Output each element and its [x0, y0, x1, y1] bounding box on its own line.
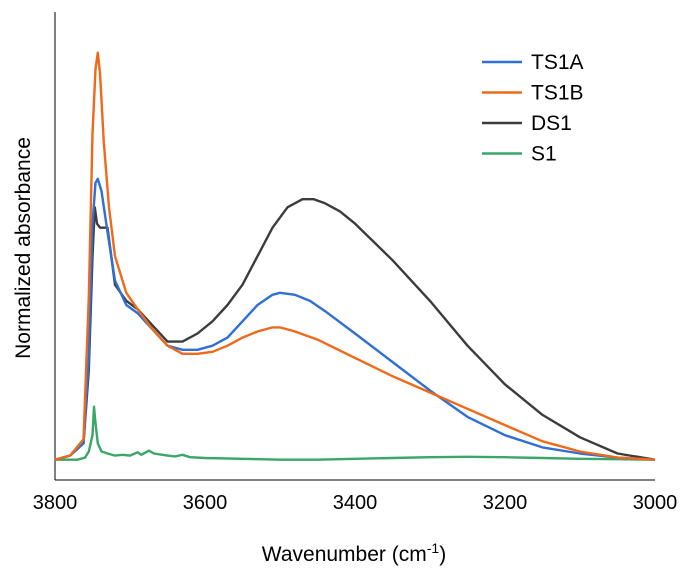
x-axis-title-main: Wavenumber (cm	[262, 543, 427, 566]
x-axis-title: Wavenumber (cm-1)	[262, 540, 446, 566]
y-axis-title: Normalized absorbance	[12, 137, 35, 359]
legend-label-s1: S1	[531, 143, 557, 166]
x-axis-title-suffix: )	[439, 543, 446, 566]
legend-label-ts1b: TS1B	[531, 82, 584, 105]
legend-label-ds1: DS1	[531, 112, 572, 135]
x-tick-labels: 3800 3600 3400 3200 3000	[33, 492, 678, 514]
series-line-ts1b	[54, 51, 656, 461]
series-line-s1	[55, 405, 656, 461]
x-tick-label: 3800	[33, 492, 78, 514]
x-tick-label: 3200	[483, 492, 528, 514]
legend: TS1A TS1B DS1 S1	[482, 51, 584, 166]
plot-area	[54, 12, 656, 481]
x-tick-label: 3000	[633, 492, 678, 514]
series-line-ts1a	[54, 177, 656, 461]
legend-label-ts1a: TS1A	[531, 51, 584, 74]
series-layer	[54, 51, 656, 461]
x-tick-label: 3400	[333, 492, 378, 514]
series-line-ds1	[54, 197, 656, 461]
x-axis-title-superscript: -1	[427, 540, 440, 556]
x-tick-label: 3600	[183, 492, 228, 514]
